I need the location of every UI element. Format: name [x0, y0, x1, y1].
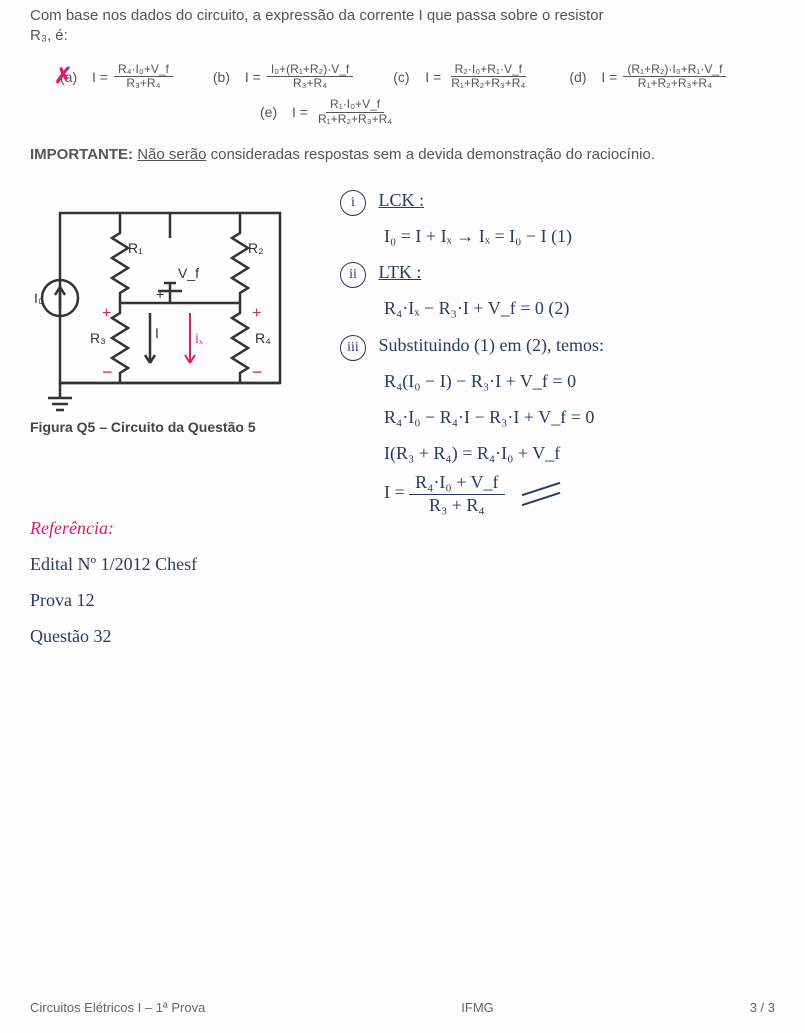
reference-block: Referência: Edital Nº 1/2012 Chesf Prova…: [30, 510, 197, 654]
important-under: Não serão: [137, 146, 206, 163]
options-block: ✗ (a) I = R₄·I₀+V_f R₃+R₄ (b) I = I₀+(R₁…: [60, 63, 775, 126]
step1-title: LCK :: [379, 190, 425, 210]
question-text: Com base nos dados do circuito, a expres…: [30, 0, 775, 45]
cross-icon: ✗: [54, 63, 72, 89]
step2-badge: ii: [340, 262, 366, 288]
step3-badge: iii: [340, 335, 366, 361]
step3-answer: I = R₄·I₀ + V_f R₃ + R₄: [340, 472, 775, 516]
important-rest: consideradas respostas sem a devida demo…: [211, 146, 655, 163]
step3-title: Substituindo (1) em (2), temos:: [379, 335, 604, 355]
question-lead: Com base nos dados do circuito, a expres…: [30, 7, 604, 24]
step2-line: R₄·Iₓ − R₃·I + V_f = 0 (2): [340, 291, 775, 325]
question-lead2: R₃, é:: [30, 27, 68, 44]
reference-title: Referência:: [30, 510, 197, 546]
svg-text:R₂: R₂: [248, 240, 264, 256]
circuit-diagram: iₓ + − + − I₀ R₁ R₂ R₃ R₄ V_f I +: [30, 183, 310, 413]
option-e: (e) I = R₁·I₀+V_f R₁+R₂+R₃+R₄: [260, 98, 396, 125]
svg-text:+: +: [156, 286, 164, 302]
footer-center: IFMG: [461, 1000, 494, 1015]
svg-text:V_f: V_f: [178, 265, 199, 281]
figure-caption: Figura Q5 – Circuito da Questão 5: [30, 419, 330, 435]
step3-l3: I(R₃ + R₄) = R₄·I₀ + V_f: [340, 436, 775, 470]
option-a-frac: R₄·I₀+V_f R₃+R₄: [114, 63, 173, 90]
svg-text:I: I: [155, 325, 159, 341]
step1-badge: i: [340, 190, 366, 216]
page-footer: Circuitos Elétricos I – 1ª Prova IFMG 3 …: [30, 1000, 775, 1015]
svg-text:+: +: [252, 305, 261, 322]
important-note: IMPORTANTE: Não serão consideradas respo…: [30, 144, 775, 165]
svg-text:I₀: I₀: [34, 290, 44, 306]
footer-right: 3 / 3: [750, 1000, 775, 1015]
step3-l2: R₄·I₀ − R₄·I − R₃·I + V_f = 0: [340, 400, 775, 434]
handwritten-solution: i LCK : I₀ = I + Iₓ → Iₓ = I₀ − I (1) ii…: [340, 183, 775, 519]
svg-text:R₃: R₃: [90, 330, 106, 346]
reference-line1: Edital Nº 1/2012 Chesf: [30, 546, 197, 582]
svg-text:iₓ: iₓ: [195, 332, 204, 347]
option-c: (c) I = R₂·I₀+R₁·V_f R₁+R₂+R₃+R₄: [393, 63, 529, 90]
reference-line2: Prova 12: [30, 582, 197, 618]
footer-left: Circuitos Elétricos I – 1ª Prova: [30, 1000, 205, 1015]
step2-title: LTK :: [379, 262, 422, 282]
step1-line: I₀ = I + Iₓ → Iₓ = I₀ − I (1): [340, 219, 775, 253]
important-label: IMPORTANTE:: [30, 146, 133, 163]
svg-text:+: +: [102, 305, 111, 322]
option-d: (d) I = (R₁+R₂)·I₀+R₁·V_f R₁+R₂+R₃+R₄: [569, 63, 726, 90]
reference-line3: Questão 32: [30, 618, 197, 654]
option-a: ✗ (a) I = R₄·I₀+V_f R₃+R₄: [60, 63, 173, 90]
option-a-label: ✗ (a): [60, 69, 86, 85]
svg-text:−: −: [252, 362, 263, 382]
step3-l1: R₄(I₀ − I) − R₃·I + V_f = 0: [340, 364, 775, 398]
svg-text:−: −: [102, 362, 113, 382]
svg-text:R₄: R₄: [255, 330, 271, 346]
double-strike-icon: [521, 482, 561, 506]
svg-text:R₁: R₁: [128, 240, 143, 256]
option-b: (b) I = I₀+(R₁+R₂)·V_f R₃+R₄: [213, 63, 353, 90]
